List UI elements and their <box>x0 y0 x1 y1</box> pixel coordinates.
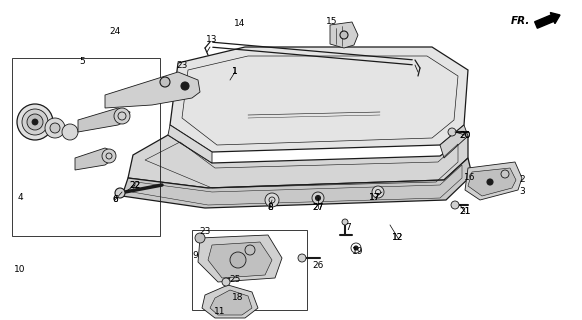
Circle shape <box>342 219 348 225</box>
Circle shape <box>102 149 116 163</box>
Circle shape <box>312 192 324 204</box>
Polygon shape <box>122 158 472 208</box>
Circle shape <box>62 124 78 140</box>
Polygon shape <box>465 162 522 200</box>
Text: 21: 21 <box>459 207 471 217</box>
Text: 12: 12 <box>392 234 404 243</box>
Text: 3: 3 <box>519 188 525 196</box>
Circle shape <box>451 201 459 209</box>
Text: 9: 9 <box>192 251 198 260</box>
Circle shape <box>195 233 205 243</box>
Circle shape <box>298 254 306 262</box>
Text: 21: 21 <box>459 207 471 217</box>
Text: 5: 5 <box>79 58 85 67</box>
Text: 17: 17 <box>369 194 381 203</box>
Circle shape <box>27 114 43 130</box>
Circle shape <box>265 193 279 207</box>
Text: 17: 17 <box>369 194 381 203</box>
Polygon shape <box>468 168 516 196</box>
Text: 22: 22 <box>129 180 141 189</box>
Text: 27: 27 <box>313 204 324 212</box>
Circle shape <box>50 123 60 133</box>
Circle shape <box>230 252 246 268</box>
Circle shape <box>45 118 65 138</box>
Text: 8: 8 <box>267 204 273 212</box>
Polygon shape <box>210 290 252 315</box>
Text: 11: 11 <box>214 308 226 316</box>
Text: 15: 15 <box>327 18 338 27</box>
Text: 14: 14 <box>235 20 246 28</box>
Polygon shape <box>208 242 272 278</box>
Polygon shape <box>330 22 358 48</box>
Text: 19: 19 <box>352 247 364 257</box>
Circle shape <box>501 170 509 178</box>
Circle shape <box>114 108 130 124</box>
Text: 18: 18 <box>232 293 244 302</box>
Text: 1: 1 <box>232 68 238 76</box>
Polygon shape <box>440 125 468 158</box>
Circle shape <box>448 128 456 136</box>
Text: 12: 12 <box>392 234 404 243</box>
Polygon shape <box>78 108 130 132</box>
Text: 23: 23 <box>176 60 187 69</box>
Polygon shape <box>198 235 282 282</box>
Text: 16: 16 <box>464 173 475 182</box>
Text: 25: 25 <box>229 276 241 284</box>
Polygon shape <box>170 47 468 152</box>
Circle shape <box>354 246 358 250</box>
Circle shape <box>115 188 125 198</box>
FancyArrow shape <box>535 12 560 28</box>
Text: FR.: FR. <box>510 16 530 26</box>
Text: 20: 20 <box>459 131 471 140</box>
Circle shape <box>315 196 321 201</box>
Text: 2: 2 <box>519 175 525 185</box>
Circle shape <box>487 179 493 185</box>
Circle shape <box>181 82 189 90</box>
Text: 10: 10 <box>14 266 26 275</box>
Circle shape <box>340 31 348 39</box>
Text: 27: 27 <box>313 204 324 212</box>
Polygon shape <box>128 135 468 188</box>
Text: 4: 4 <box>17 194 23 203</box>
Polygon shape <box>202 285 258 318</box>
Text: 6: 6 <box>112 196 118 204</box>
Circle shape <box>245 245 255 255</box>
Text: 24: 24 <box>109 28 120 36</box>
Text: 20: 20 <box>459 131 471 140</box>
Polygon shape <box>168 125 212 163</box>
Circle shape <box>17 104 53 140</box>
Circle shape <box>160 77 170 87</box>
Polygon shape <box>75 148 115 170</box>
Text: 6: 6 <box>112 196 118 204</box>
Circle shape <box>372 186 384 198</box>
Circle shape <box>222 278 230 286</box>
Text: 26: 26 <box>313 260 324 269</box>
Text: 22: 22 <box>129 180 141 189</box>
Text: 23: 23 <box>199 228 211 236</box>
Circle shape <box>32 119 38 125</box>
Text: 1: 1 <box>232 68 238 76</box>
Polygon shape <box>105 72 200 108</box>
Text: 8: 8 <box>267 204 273 212</box>
Text: 7: 7 <box>345 223 351 233</box>
Circle shape <box>22 109 48 135</box>
Text: 13: 13 <box>206 36 218 44</box>
